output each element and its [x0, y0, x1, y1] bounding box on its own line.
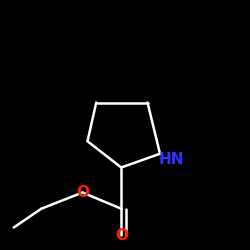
Text: O: O: [115, 228, 128, 242]
Text: HN: HN: [158, 152, 184, 168]
Text: O: O: [76, 185, 89, 200]
